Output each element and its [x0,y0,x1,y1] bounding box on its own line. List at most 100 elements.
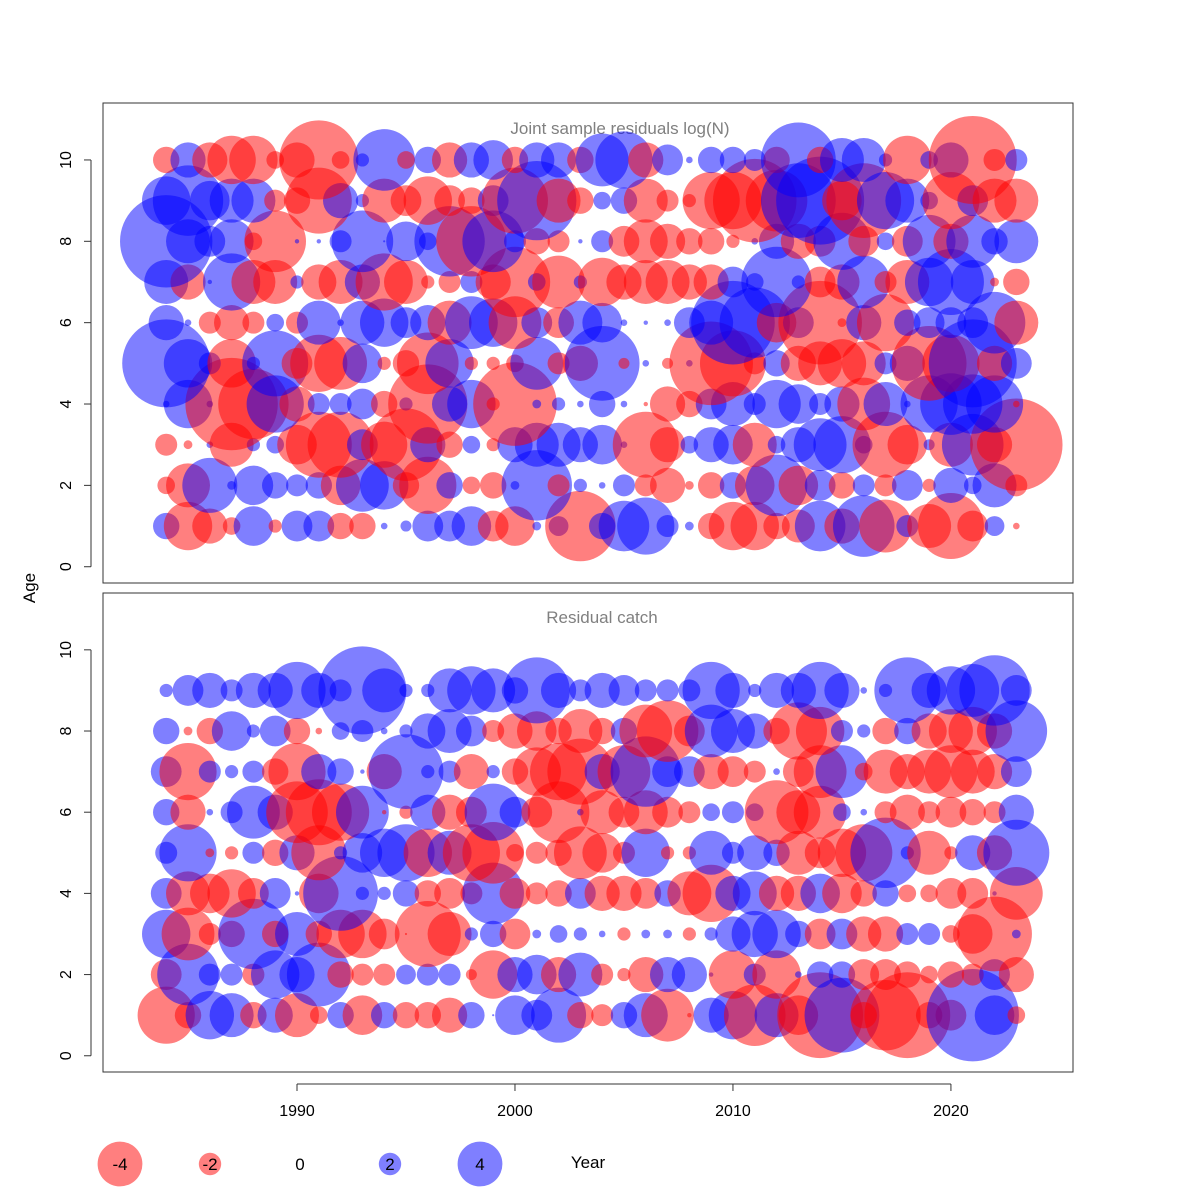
bubble [499,918,531,950]
y-axis-label: Age [20,573,39,603]
bubble [399,724,413,738]
bubble [913,307,945,339]
panel-bottom: Residual catch 0 2 4 6 8 10 [58,592,1074,1073]
bubble [918,801,941,824]
bubble [558,709,603,754]
bubble [479,920,507,948]
bubble [918,922,941,945]
bubble [717,266,749,298]
bubble [499,877,531,909]
legend-label: -4 [112,1155,127,1174]
bubble [396,964,416,985]
bubble [283,717,311,745]
bubble [933,467,969,503]
bubble [431,997,468,1033]
bubble [525,841,548,864]
bubble [286,942,351,1007]
bubble [412,510,444,542]
bubble [833,803,851,822]
bubble [741,246,812,318]
bubble [349,512,376,540]
bubble [264,189,287,212]
bubble [431,794,468,830]
bubble [214,305,250,341]
bubble [161,907,215,961]
bubble [606,875,642,911]
bubble [697,228,725,255]
bubble [828,961,856,988]
bubble [183,440,193,450]
bubble [852,474,875,497]
bubble [259,715,291,747]
y-tick-label: 6 [58,318,75,327]
bubble [207,339,256,388]
bubble [464,783,522,841]
bubble [536,178,581,223]
bubble [425,339,474,388]
panel-top-y-axis: 0 2 4 6 8 10 [58,151,92,571]
bubble [380,522,388,530]
bubble [656,189,679,212]
bubble [795,971,802,978]
bubble [841,137,886,182]
bubble [233,506,274,546]
legend-bubble [457,1141,503,1187]
bubble [804,469,836,501]
legend-label: 4 [475,1155,484,1174]
bubble [628,142,664,178]
legend-year-label: Year [571,1153,606,1172]
bubble [458,1001,485,1029]
bubble [242,760,265,783]
bubble [983,148,1006,171]
bubble [702,803,720,822]
bubble [436,472,463,499]
bubble [567,187,594,214]
bubble [578,239,583,244]
bubble [608,675,640,706]
bubble [434,185,465,217]
bubble [887,424,928,465]
bubble [296,300,341,345]
bubble [593,191,611,210]
bubble [342,995,383,1035]
bubble [462,476,481,495]
bubble [907,830,952,875]
bubble [864,972,951,1059]
bubble [209,219,254,264]
bubble [567,1001,594,1029]
y-tick-label: 2 [58,481,75,490]
bubble [286,474,308,497]
bubble [791,275,805,289]
bubble [427,709,472,754]
bubble [315,727,323,735]
bubble [294,891,300,896]
panel-bottom-y-axis: 0 2 4 6 8 10 [58,641,92,1060]
panel-bottom-frame [102,592,1074,1073]
bubble [501,450,572,521]
bubble [998,794,1034,830]
bubble [684,480,694,490]
y-tick-label: 8 [58,726,75,735]
bubble [331,210,394,273]
bubble [392,1001,420,1029]
bubble [841,341,886,386]
bubble [717,756,749,788]
bubble [598,482,606,489]
bubble [242,841,265,864]
bubble [649,427,686,463]
bubble [994,300,1039,345]
bubble [392,880,420,907]
bubble [211,711,252,751]
bubble [652,756,683,788]
x-tick-label: 2010 [715,1103,751,1120]
bubble [558,952,603,997]
bubble [715,672,751,709]
bubble [342,343,383,384]
bubble [928,115,1017,204]
bubble [209,993,254,1038]
bubble [935,877,967,909]
bubble [453,754,489,790]
bubble [598,930,606,938]
bubble [451,506,492,546]
bubble [471,668,516,713]
